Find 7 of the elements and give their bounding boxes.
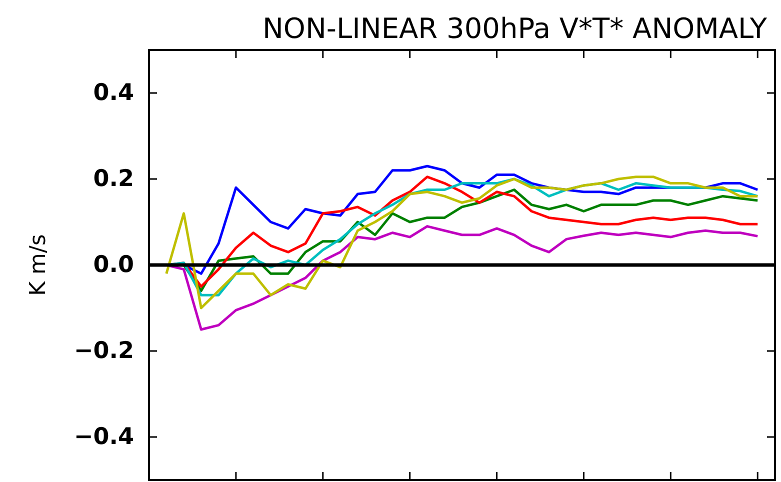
y-tick-label: −0.2 (74, 338, 134, 364)
y-tick-label: −0.4 (74, 424, 134, 450)
y-tick-label: 0.4 (93, 80, 134, 106)
y-tick-label: 0.0 (93, 252, 134, 278)
y-axis-title: K m/s (26, 234, 51, 296)
chart-title: NON-LINEAR 300hPa V*T* ANOMALY (262, 12, 768, 45)
y-tick-label: 0.2 (93, 166, 134, 192)
